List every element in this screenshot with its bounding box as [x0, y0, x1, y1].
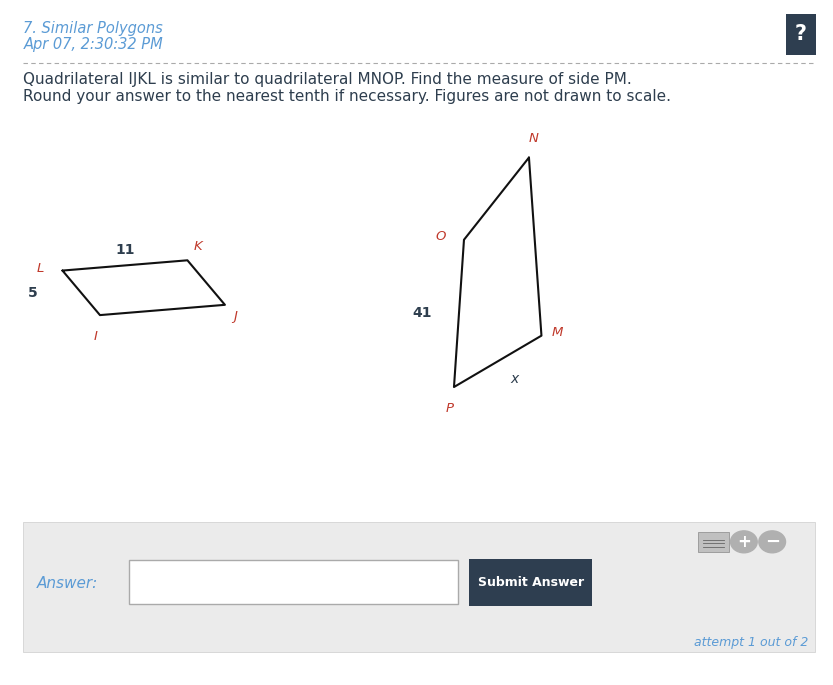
Text: 41: 41 [413, 306, 432, 321]
Text: Answer:: Answer: [37, 576, 98, 591]
Text: N: N [528, 132, 538, 145]
Text: P: P [446, 402, 454, 415]
Circle shape [731, 531, 757, 553]
Text: Submit Answer: Submit Answer [477, 576, 584, 588]
Text: ?: ? [795, 24, 807, 45]
Text: I: I [94, 330, 97, 343]
Text: attempt 1 out of 2: attempt 1 out of 2 [694, 636, 808, 649]
Text: x: x [510, 371, 518, 386]
FancyBboxPatch shape [786, 14, 816, 55]
Text: J: J [233, 310, 237, 323]
FancyBboxPatch shape [129, 560, 458, 604]
FancyBboxPatch shape [469, 559, 592, 606]
FancyBboxPatch shape [698, 532, 729, 552]
Text: −: − [765, 533, 780, 551]
Text: +: + [737, 533, 751, 551]
FancyBboxPatch shape [23, 522, 815, 652]
Text: 7. Similar Polygons: 7. Similar Polygons [23, 21, 163, 36]
Text: 11: 11 [115, 243, 135, 257]
Circle shape [759, 531, 786, 553]
Text: L: L [37, 262, 44, 275]
Text: K: K [194, 240, 203, 253]
Text: Apr 07, 2:30:32 PM: Apr 07, 2:30:32 PM [23, 37, 163, 52]
Text: 5: 5 [27, 286, 37, 300]
Text: M: M [551, 326, 563, 338]
Text: O: O [436, 230, 446, 242]
Text: Quadrilateral IJKL is similar to quadrilateral MNOP. Find the measure of side PM: Quadrilateral IJKL is similar to quadril… [23, 71, 632, 86]
Text: Round your answer to the nearest tenth if necessary. Figures are not drawn to sc: Round your answer to the nearest tenth i… [23, 89, 671, 104]
